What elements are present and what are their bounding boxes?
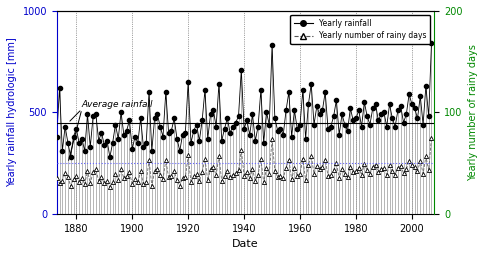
Text: Average rainfall: Average rainfall bbox=[82, 100, 153, 109]
X-axis label: Date: Date bbox=[232, 239, 258, 249]
Y-axis label: Yearly number of rainy days: Yearly number of rainy days bbox=[467, 44, 477, 181]
Y-axis label: Yearly rainfall hydrologic [mm]: Yearly rainfall hydrologic [mm] bbox=[7, 37, 17, 187]
Legend: Yearly rainfall, Yearly number of rainy days: Yearly rainfall, Yearly number of rainy … bbox=[289, 15, 430, 44]
